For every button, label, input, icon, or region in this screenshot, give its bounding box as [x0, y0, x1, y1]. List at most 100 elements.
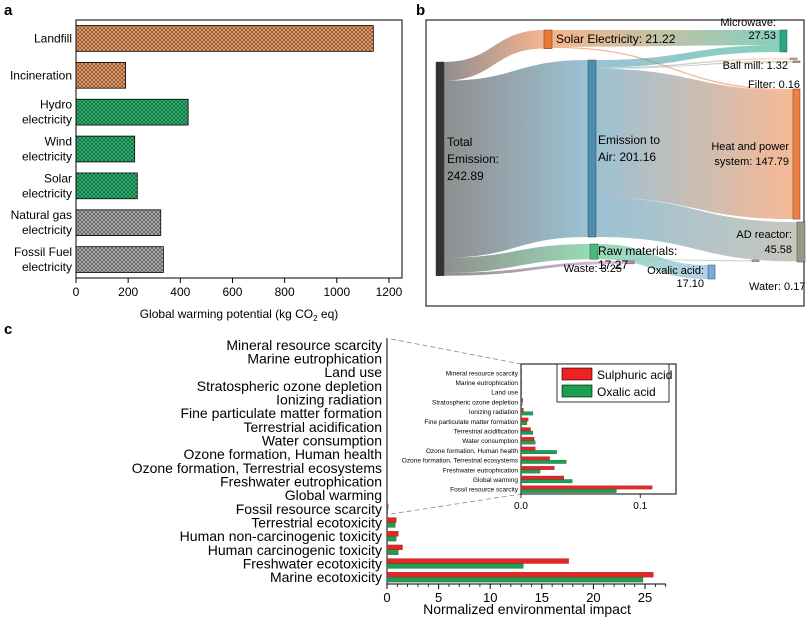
sankey-link-total-to-waste	[444, 261, 626, 276]
inset-bar-oxalic-acid-water-consumption	[520, 440, 536, 445]
x-tick-label: 25	[638, 590, 652, 605]
sankey-link-total-to-solar	[444, 30, 544, 81]
sankey-link-solar-to-micro	[552, 30, 780, 47]
category-label-human-non-carcinogenic-toxicity: Human non-carcinogenic toxicity	[180, 528, 382, 544]
sankey-links	[444, 30, 797, 279]
bar-sulphuric-acid-terrestrial-ecotoxicity	[386, 517, 397, 523]
panel-a-x-label-main: Global warming potential (kg CO	[140, 307, 313, 321]
bar-oxalic-acid-fossil-resource-scarcity	[386, 508, 388, 514]
inset-bar-sulphuric-acid-water-consumption	[520, 437, 535, 441]
bar-oxalic-acid-freshwater-ecotoxicity	[386, 563, 524, 569]
category-label-fossil-resource-scarcity: Fossil resource scarcity	[236, 501, 382, 517]
sankey-label-ad: AD reactor:	[736, 229, 792, 241]
panel-a-category-labels: LandfillIncinerationHydroelectricityWind…	[10, 31, 72, 274]
inset-x-tick-label: 0.1	[633, 501, 647, 512]
inset-bar-sulphuric-acid-fine-particulate-matter-formation	[520, 417, 529, 422]
sankey-label-micro: Microwave:	[720, 17, 776, 29]
category-label-human-carcinogenic-toxicity: Human carcinogenic toxicity	[208, 542, 382, 558]
inset-bar-oxalic-acid-ozone-formation-human-health	[520, 450, 557, 454]
panel-a-x-label: Global warming potential (kg CO2 eq)	[140, 307, 339, 323]
sankey-node-heat	[792, 88, 801, 220]
sankey-node-oxalic	[707, 264, 716, 280]
bar-sulphuric-acid-human-carcinogenic-toxicity	[386, 544, 403, 550]
inset-bar-oxalic-acid-marine-eutrophication	[520, 382, 522, 387]
legend-label-oxalic-acid: Oxalic acid	[597, 385, 656, 399]
inset-bar-sulphuric-acid-fossil-resource-scarcity	[520, 485, 653, 490]
inset-bar-sulphuric-acid-ozone-formation-human-health	[520, 446, 536, 451]
inset-category-label-terrestrial-acidification: Terrestrial acidification	[454, 429, 519, 436]
inset-bars	[520, 369, 653, 493]
panel-a-x-ticks: 0 200 400 600 800 1000 1200	[73, 278, 403, 299]
sankey-label-raw: 17.27	[598, 258, 628, 272]
inset-bar-sulphuric-acid-stratospheric-ozone-depletion	[520, 398, 523, 403]
legend-swatch-sulphuric-acid	[561, 367, 593, 381]
inset-category-label-fine-particulate-matter-formation: Fine particulate matter formation	[424, 419, 518, 426]
sankey-label-heat: Heat and power	[711, 141, 789, 153]
x-tick-label: 20	[586, 590, 600, 605]
category-label-landfill: Landfill	[34, 31, 72, 45]
bar-hatch-fossil-fuel-electricity	[75, 246, 164, 273]
inset-bar-oxalic-acid-fine-particulate-matter-formation	[520, 421, 528, 425]
sankey-link-raw-to-water	[598, 259, 752, 262]
panel-a-x-label-sub: 2	[313, 314, 318, 323]
sankey-link-raw-to-oxalic	[598, 244, 708, 279]
category-label-ozone-formation-terrestrial-ecosystems: Ozone formation, Terrestrial ecosystems	[132, 460, 382, 476]
sankey-label-filter: Filter: 0.16	[748, 79, 800, 91]
inset-x-tick-label: 0.0	[514, 501, 528, 512]
bar-oxalic-acid-marine-ecotoxicity	[386, 577, 644, 583]
category-label-solar-electricity: Solar	[44, 171, 72, 185]
sankey-link-total-to-air	[444, 60, 588, 258]
panel-b-sankey: Total Emission: 242.89 Solar Electricity: 2…	[425, 17, 806, 307]
inset-bar-oxalic-acid-mineral-resource-scarcity	[520, 372, 522, 377]
panel-c-inset: Mineral resource scarcity Marine eutrophi…	[402, 363, 677, 512]
inset-category-label-fossil-resource-scarcity: Fossil resource scarcity	[450, 487, 519, 494]
bar-hatch-wind-electricity	[75, 135, 136, 163]
inset-category-label-marine-eutrophication: Marine eutrophication	[455, 380, 518, 387]
bar-sulphuric-acid-marine-ecotoxicity	[386, 572, 654, 578]
x-tick-label: 0	[73, 285, 80, 299]
sankey-node-water	[751, 259, 760, 262]
category-label-marine-eutrophication: Marine eutrophication	[247, 351, 382, 367]
bar-oxalic-acid-human-non-carcinogenic-toxicity	[386, 536, 397, 542]
inset-x-ticks: 0.0 0.1	[514, 494, 648, 512]
inset-connector-top	[390, 338, 522, 365]
category-label-hydro-electricity: electricity	[22, 113, 72, 127]
category-label-natural-gas-electricity: electricity	[22, 223, 72, 237]
category-label-global-warming: Global warming	[285, 487, 382, 503]
inset-bar-sulphuric-acid-land-use	[520, 388, 522, 393]
panel-label-c: c	[4, 321, 12, 338]
inset-bar-oxalic-acid-land-use	[520, 392, 522, 396]
bar-hatch-solar-electricity	[75, 172, 138, 200]
bar-sulphuric-acid-human-non-carcinogenic-toxicity	[386, 531, 399, 537]
sankey-node-micro	[779, 29, 788, 53]
sankey-node-solar	[543, 29, 553, 49]
category-label-fossil-fuel-electricity: electricity	[22, 260, 72, 274]
category-label-ozone-formation-human-health: Ozone formation, Human health	[184, 446, 382, 462]
sankey-link-air-to-micro	[596, 45, 780, 68]
inset-category-label-freshwater-eutrophication: Freshwater eutrophication	[443, 467, 519, 474]
sankey-link-air-to-ball	[596, 58, 790, 69]
category-label-incineration: Incineration	[10, 68, 72, 82]
sankey-nodes	[435, 29, 806, 280]
inset-bar-oxalic-acid-global-warming	[520, 479, 573, 484]
sankey-label-total: 242.89	[447, 169, 484, 183]
x-tick-label: 0	[383, 590, 390, 605]
inset-bar-sulphuric-acid-ozone-formation-terrestrial-ecosystems	[520, 456, 550, 461]
bar-hatch-incineration	[75, 61, 126, 89]
inset-bar-oxalic-acid-terrestrial-acidification	[520, 430, 534, 435]
sankey-node-ball	[789, 57, 798, 60]
inset-bar-sulphuric-acid-ionizing-radiation	[520, 408, 524, 412]
category-label-marine-ecotoxicity: Marine ecotoxicity	[270, 569, 382, 585]
sankey-node-filter	[792, 60, 801, 63]
inset-bar-sulphuric-acid-marine-eutrophication	[520, 378, 522, 383]
bar-sulphuric-acid-freshwater-ecotoxicity	[386, 558, 569, 564]
sankey-link-air-to-ad	[596, 197, 797, 262]
sankey-label-total: Emission:	[447, 152, 499, 166]
sankey-link-air-to-heat	[596, 68, 793, 220]
sankey-label-oxalic: 17.10	[676, 278, 704, 290]
bar-hatch-hydro-electricity	[75, 98, 189, 126]
inset-bar-sulphuric-acid-freshwater-eutrophication	[520, 466, 555, 470]
